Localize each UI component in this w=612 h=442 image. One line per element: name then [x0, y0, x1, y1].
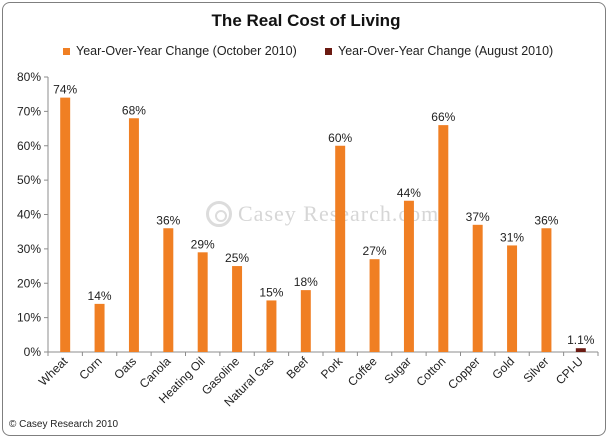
bar-oats: [128, 118, 139, 352]
bar-gasoline: [232, 266, 243, 352]
data-label: 66%: [431, 110, 455, 124]
bar-pork: [335, 145, 346, 352]
data-label: 44%: [397, 186, 421, 200]
data-label: 31%: [500, 230, 524, 244]
x-category-label: Coffee: [345, 354, 380, 389]
data-label: 25%: [225, 251, 249, 265]
y-tick-label: 40%: [17, 208, 41, 222]
legend-label-august-2010: Year-Over-Year Change (August 2010): [338, 44, 554, 58]
bar-sugar: [403, 200, 414, 352]
data-label: 27%: [363, 244, 387, 258]
x-category-label: Corn: [76, 354, 104, 382]
y-tick-label: 20%: [17, 276, 41, 290]
bar-corn: [94, 303, 105, 352]
data-label: 36%: [156, 213, 180, 227]
data-label: 14%: [88, 289, 112, 303]
x-category-label: Cotton: [414, 354, 449, 389]
legend-item-august-2010: Year-Over-Year Change (August 2010): [325, 44, 553, 58]
chart-frame: [2, 2, 606, 436]
x-category-label: Pork: [318, 354, 346, 382]
data-label: 68%: [122, 103, 146, 117]
data-label: 29%: [191, 237, 215, 251]
y-tick-label: 80%: [17, 70, 41, 84]
x-category-label: Gold: [489, 354, 517, 382]
bar-canola: [163, 228, 174, 352]
legend-item-october-2010: Year-Over-Year Change (October 2010): [63, 44, 297, 58]
data-label: 18%: [294, 275, 318, 289]
x-category-label: Copper: [445, 354, 483, 392]
y-tick-label: 70%: [17, 104, 41, 118]
bar-gold: [507, 245, 518, 352]
x-category-label: Sugar: [382, 354, 415, 387]
casey-research-logo-icon: [206, 201, 232, 227]
x-category-label: Wheat: [36, 354, 71, 389]
bar-beef: [300, 290, 311, 352]
x-category-label: Beef: [284, 354, 312, 382]
bar-natural-gas: [266, 300, 277, 352]
y-tick-label: 50%: [17, 173, 41, 187]
x-category-label: CPI-U: [553, 354, 586, 387]
y-tick-label: 30%: [17, 242, 41, 256]
x-category-label: Silver: [520, 354, 551, 385]
data-label: 60%: [328, 131, 352, 145]
bar-wheat: [60, 97, 71, 352]
y-tick-label: 60%: [17, 139, 41, 153]
bar-cotton: [438, 125, 449, 352]
chart-title: The Real Cost of Living: [211, 11, 401, 30]
legend-swatch-august-2010: [325, 47, 332, 55]
data-label: 1.1%: [567, 333, 595, 347]
copyright-note: © Casey Research 2010: [9, 419, 119, 430]
y-tick-label: 10%: [17, 311, 41, 325]
x-category-label: Oats: [111, 354, 139, 382]
data-label: 74%: [53, 83, 77, 97]
legend-swatch-october-2010: [63, 47, 70, 55]
bar-heating-oil: [197, 252, 208, 352]
data-label: 37%: [466, 210, 490, 224]
legend-label-october-2010: Year-Over-Year Change (October 2010): [76, 44, 297, 58]
bar-copper: [472, 224, 483, 352]
y-tick-label: 0%: [24, 345, 42, 359]
bar-silver: [541, 228, 552, 352]
data-label: 36%: [534, 213, 558, 227]
bar-cpi-u: [575, 348, 586, 352]
bar-coffee: [369, 259, 380, 352]
data-label: 15%: [259, 285, 283, 299]
